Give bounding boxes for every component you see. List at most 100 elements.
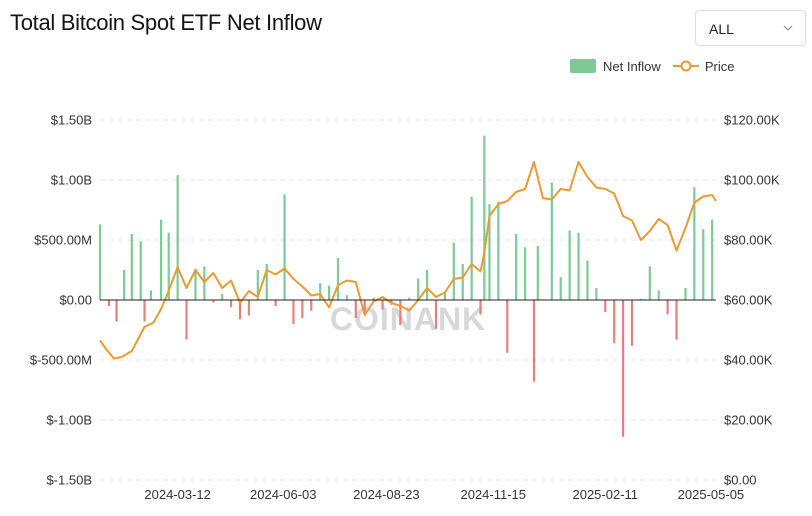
- right-axis-tick-label: $20.00K: [724, 413, 773, 428]
- net-inflow-bar: [247, 300, 251, 316]
- net-inflow-bar: [283, 194, 286, 300]
- net-inflow-bar: [470, 196, 473, 300]
- right-axis-tick-label: $100.00K: [724, 173, 780, 188]
- net-inflow-bar: [613, 300, 616, 344]
- net-inflow-bar: [265, 264, 268, 300]
- net-inflow-bar: [256, 270, 259, 300]
- net-inflow-bar: [604, 300, 607, 312]
- legend-label-price: Price: [704, 58, 735, 74]
- net-inflow-bar: [497, 201, 500, 300]
- right-axis-tick-label: $120.00K: [724, 113, 780, 128]
- net-inflow-bar: [130, 234, 133, 300]
- net-inflow-bar: [143, 300, 146, 322]
- net-inflow-bar: [675, 300, 678, 340]
- net-inflow-bar: [684, 288, 687, 300]
- net-inflow-bar: [292, 300, 295, 324]
- net-inflow-bar: [550, 182, 553, 300]
- net-inflow-bar: [238, 300, 242, 320]
- net-inflow-bars: [98, 135, 714, 437]
- legend-item-price[interactable]: Price: [661, 58, 735, 74]
- net-inflow-bar: [536, 246, 539, 300]
- x-axis-tick-label: 2025-05-05: [678, 487, 745, 502]
- net-inflow-bar: [203, 266, 206, 300]
- net-inflow-bar: [693, 187, 696, 300]
- net-inflow-bar: [479, 300, 482, 315]
- net-inflow-bar: [301, 300, 304, 318]
- net-inflow-bar: [577, 232, 580, 300]
- net-inflow-bar: [648, 266, 651, 300]
- net-inflow-bar: [319, 283, 322, 300]
- net-inflow-bar: [639, 298, 643, 300]
- net-inflow-bar: [139, 241, 142, 300]
- net-inflow-bar: [98, 224, 102, 300]
- x-axis-tick-label: 2024-03-12: [144, 487, 211, 502]
- left-axis-tick-label: $-1.00B: [46, 413, 92, 428]
- net-inflow-bar: [417, 278, 420, 300]
- left-axis-tick-label: $-1.50B: [46, 473, 92, 488]
- net-inflow-bar: [515, 234, 518, 300]
- left-axis-tick-label: $1.00B: [51, 173, 92, 188]
- left-axis-tick-label: $1.50B: [51, 113, 92, 128]
- chart-legend: Net Inflow Price: [570, 57, 734, 75]
- net-inflow-bar: [595, 288, 598, 300]
- right-axis-tick-label: $40.00K: [724, 353, 773, 368]
- right-axis-tick-label: $0.00: [724, 473, 757, 488]
- net-inflow-bar: [488, 204, 491, 300]
- net-inflow-bar: [221, 294, 224, 300]
- net-inflow-bar: [399, 300, 402, 326]
- net-inflow-bar: [461, 264, 464, 300]
- time-range-select[interactable]: ALL: [695, 10, 806, 46]
- x-axis-tick-label: 2024-11-15: [460, 487, 526, 502]
- net-inflow-bar: [115, 300, 118, 322]
- net-inflow-bar: [176, 175, 179, 300]
- net-inflow-bar: [274, 300, 277, 306]
- net-inflow-bar: [408, 297, 411, 300]
- x-axis-tick-label: 2024-06-03: [250, 487, 317, 502]
- left-axis-tick-label: $500.00M: [34, 233, 92, 248]
- net-inflow-bar: [354, 300, 357, 318]
- net-inflow-bar: [559, 277, 562, 300]
- page-title: Total Bitcoin Spot ETF Net Inflow: [10, 10, 322, 35]
- net-inflow-bar: [483, 135, 486, 300]
- net-inflow-bar: [123, 270, 126, 300]
- net-inflow-bar: [568, 230, 571, 300]
- net-inflow-bar: [159, 219, 163, 300]
- x-axis-tick-label: 2024-08-23: [353, 487, 420, 502]
- net-inflow-bar: [702, 229, 705, 300]
- net-inflow-bar: [185, 300, 188, 340]
- x-axis-tick-label: 2025-02-11: [572, 487, 638, 502]
- watermark-text: COINANK: [330, 301, 486, 337]
- net-inflow-bar: [345, 295, 349, 300]
- time-range-value: ALL: [709, 21, 734, 37]
- net-inflow-swatch: [570, 59, 596, 73]
- net-inflow-bar: [657, 290, 660, 300]
- axis-labels: $1.50B $1.00B $500.00M $0.00 $-500.00M $-1.00…: [30, 113, 780, 503]
- net-inflow-bar: [425, 270, 429, 300]
- left-axis-tick-label: $-500.00M: [30, 353, 92, 368]
- net-inflow-bar: [452, 242, 455, 300]
- price-swatch: [672, 60, 699, 72]
- net-inflow-bar: [666, 300, 669, 315]
- net-inflow-bar: [506, 300, 509, 353]
- left-axis-tick-label: $0.00: [59, 293, 92, 308]
- net-inflow-bar: [372, 297, 375, 300]
- net-inflow-bar: [523, 247, 527, 300]
- chevron-down-icon: [783, 25, 793, 31]
- legend-item-net-inflow[interactable]: Net Inflow: [570, 59, 661, 74]
- grid-lines: [100, 119, 716, 481]
- net-inflow-bar: [630, 300, 634, 346]
- net-inflow-bar: [434, 300, 438, 329]
- right-axis-tick-label: $60.00K: [724, 293, 773, 308]
- net-inflow-bar: [167, 232, 170, 300]
- price-line: [99, 161, 717, 360]
- net-inflow-bar: [327, 285, 331, 300]
- net-inflow-bar: [381, 300, 384, 310]
- net-inflow-bar: [310, 300, 313, 311]
- legend-label-net-inflow: Net Inflow: [603, 58, 661, 74]
- net-inflow-bar: [107, 300, 111, 306]
- net-inflow-bar: [532, 300, 536, 382]
- net-inflow-bar: [194, 268, 197, 300]
- net-inflow-bar: [711, 219, 714, 300]
- net-inflow-bar: [149, 290, 153, 300]
